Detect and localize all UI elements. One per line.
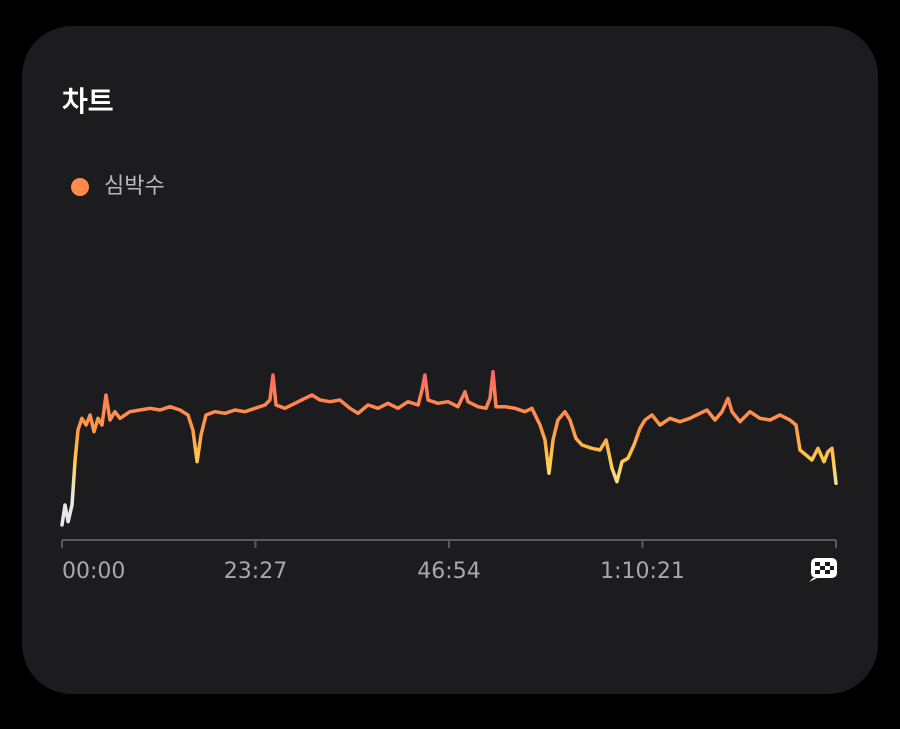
card	[22, 26, 878, 694]
x-tick-label: 46:54	[417, 559, 480, 584]
chart-title: 차트	[62, 85, 114, 118]
finish-icon	[809, 558, 837, 582]
x-tick-label: 00:00	[62, 559, 125, 584]
x-tick-label: 23:27	[224, 559, 287, 584]
x-tick-label: 1:10:21	[600, 559, 685, 584]
legend: 심박수	[71, 174, 165, 199]
line	[60, 369, 838, 527]
legend-label: 심박수	[104, 174, 165, 199]
legend-marker	[71, 178, 89, 196]
